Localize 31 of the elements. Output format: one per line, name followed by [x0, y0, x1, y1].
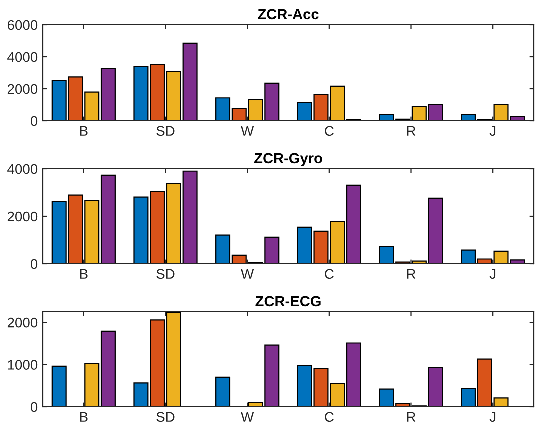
- x-tick-label: SD: [156, 412, 175, 422]
- y-tick-label: 2000: [8, 212, 38, 222]
- x-tick-label: J: [490, 126, 496, 136]
- x-tick-label: C: [325, 126, 334, 136]
- chart-title: ZCR-Gyro: [254, 153, 322, 166]
- y-tick-label: 2000: [8, 318, 38, 328]
- y-tick-label: 0: [30, 402, 38, 412]
- x-tick-label: C: [325, 269, 334, 280]
- y-tick-label: 4000: [8, 164, 38, 174]
- x-tick-label: R: [407, 412, 416, 422]
- y-tick-label: 0: [30, 116, 38, 126]
- chart-title: ZCR-ECG: [256, 296, 321, 307]
- y-tick-label: 4000: [8, 52, 38, 62]
- x-tick-label: B: [80, 269, 88, 279]
- x-tick-label: W: [241, 269, 254, 279]
- x-tick-label: B: [80, 126, 88, 136]
- y-tick-label: 0: [30, 259, 38, 270]
- x-tick-label: J: [490, 269, 496, 280]
- y-tick-label: 2000: [8, 84, 38, 94]
- y-tick-label: 6000: [8, 20, 38, 30]
- x-tick-label: R: [407, 269, 416, 279]
- x-tick-label: C: [325, 412, 334, 422]
- x-tick-label: W: [241, 126, 254, 136]
- x-tick-label: SD: [156, 126, 175, 136]
- x-tick-label: W: [241, 412, 254, 422]
- x-tick-label: J: [490, 412, 496, 422]
- x-tick-label: SD: [156, 269, 175, 280]
- y-tick-label: 1000: [8, 360, 38, 370]
- chart-title: ZCR-Acc: [258, 9, 319, 20]
- x-tick-label: B: [80, 412, 88, 422]
- x-tick-label: R: [407, 126, 416, 136]
